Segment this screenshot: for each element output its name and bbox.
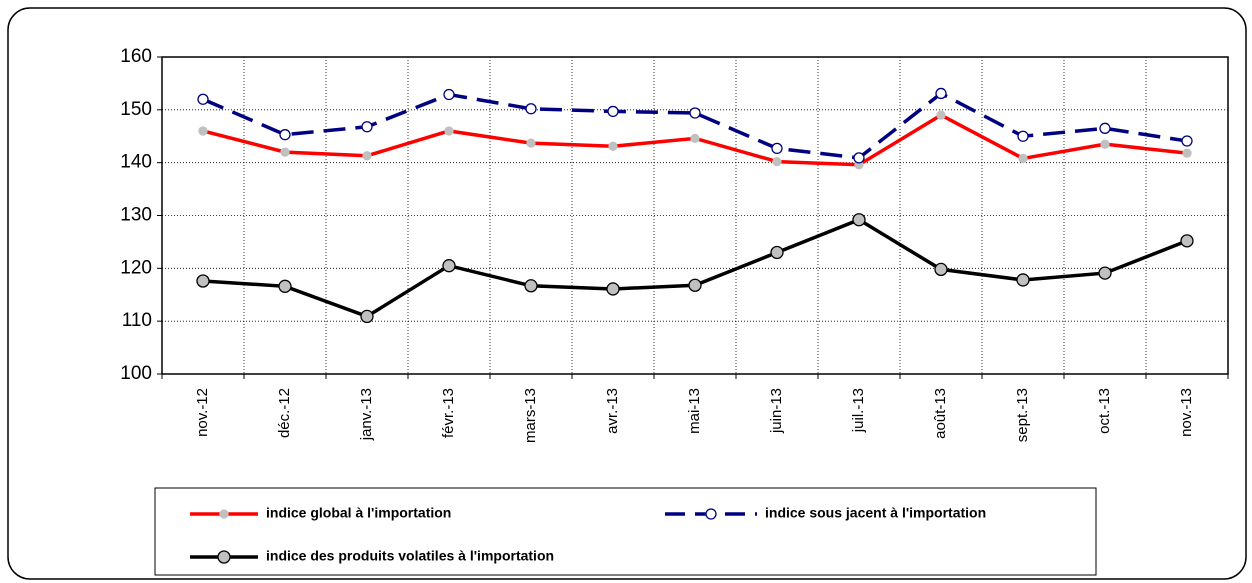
point xyxy=(524,279,538,293)
legend-marker xyxy=(219,509,229,519)
point xyxy=(442,259,456,273)
point xyxy=(443,88,455,101)
point xyxy=(280,147,290,157)
legend-label: indice sous jacent à l'importation xyxy=(765,505,986,521)
x-tick-label: mars-13 xyxy=(522,388,539,443)
point xyxy=(1017,130,1029,142)
legend-label: indice global à l'importation xyxy=(266,505,451,521)
point xyxy=(689,107,701,119)
point xyxy=(360,309,374,324)
point xyxy=(770,245,784,260)
point xyxy=(1180,234,1194,248)
point xyxy=(1018,153,1028,164)
point xyxy=(1100,139,1110,149)
point xyxy=(607,105,619,118)
x-tick-label: févr.-13 xyxy=(440,388,457,438)
x-tick-label: nov.-13 xyxy=(1178,388,1195,437)
point xyxy=(936,110,946,120)
point xyxy=(198,126,208,136)
point xyxy=(688,278,702,292)
point xyxy=(934,262,948,277)
x-tick-label: juin-13 xyxy=(768,388,785,434)
point xyxy=(1099,122,1111,134)
y-tick-label: 100 xyxy=(120,363,152,384)
y-tick-label: 130 xyxy=(120,205,152,226)
y-tick-label: 120 xyxy=(120,257,152,278)
point xyxy=(525,103,537,115)
point xyxy=(197,93,209,105)
point xyxy=(278,279,292,293)
point xyxy=(526,138,536,148)
x-tick-label: avr.-13 xyxy=(604,388,621,434)
point xyxy=(608,141,618,151)
x-tick-label: mai-13 xyxy=(686,388,703,434)
y-tick-label: 110 xyxy=(122,310,152,331)
x-tick-label: janv.-13 xyxy=(358,388,375,441)
point xyxy=(1016,273,1030,287)
x-tick-label: juil.-13 xyxy=(850,388,867,433)
legend xyxy=(154,487,1097,576)
x-tick-label: déc.-12 xyxy=(276,388,293,438)
point xyxy=(772,156,782,167)
point xyxy=(852,213,866,227)
x-tick-label: nov.-12 xyxy=(194,388,211,437)
point xyxy=(606,282,620,296)
point xyxy=(690,133,700,144)
point xyxy=(853,152,865,164)
point xyxy=(771,142,783,155)
point xyxy=(1098,266,1112,280)
x-tick-label: sept.-13 xyxy=(1014,388,1031,442)
legend-marker xyxy=(705,508,717,520)
x-tick-label: oct.-13 xyxy=(1096,388,1113,434)
y-tick-label: 140 xyxy=(120,152,152,173)
y-tick-label: 160 xyxy=(120,46,152,67)
point xyxy=(361,121,373,133)
point xyxy=(1182,148,1192,158)
point xyxy=(935,87,947,100)
y-tick-label: 150 xyxy=(120,99,152,120)
point xyxy=(362,151,372,161)
legend-marker xyxy=(217,550,231,564)
legend-label: indice des produits volatiles à l'import… xyxy=(266,548,554,564)
x-tick-label: août-13 xyxy=(932,388,949,439)
point xyxy=(1181,135,1193,147)
point xyxy=(279,129,291,141)
point xyxy=(196,274,210,288)
point xyxy=(444,126,454,136)
